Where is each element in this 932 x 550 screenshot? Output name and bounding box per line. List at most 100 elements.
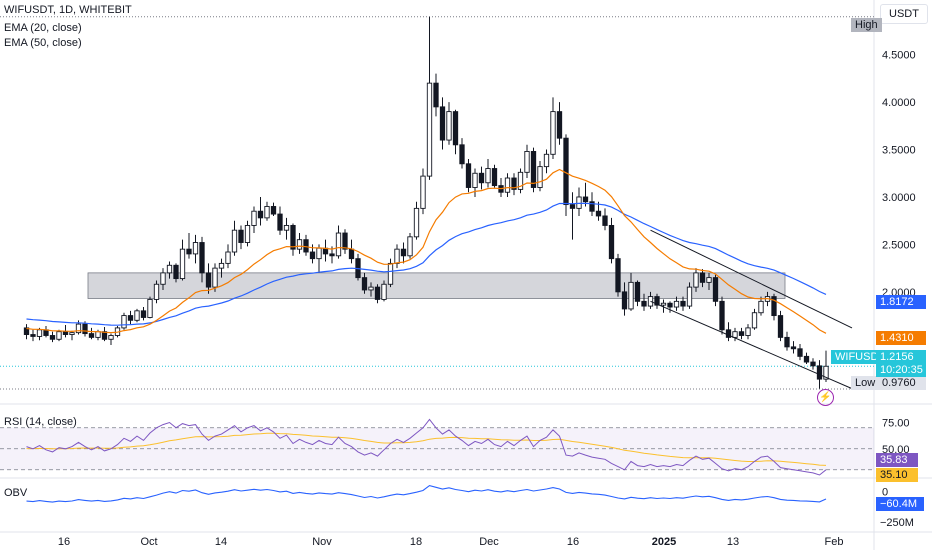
candle-body [693, 272, 699, 288]
candle-body [49, 335, 56, 340]
candle-body [264, 206, 270, 219]
candle-body [556, 111, 563, 139]
candle-body [569, 204, 576, 209]
candle-body [199, 242, 205, 274]
obv-legend[interactable]: OBV [4, 487, 28, 499]
candle-body [348, 248, 355, 260]
candle-body [738, 331, 745, 336]
candle-body [231, 229, 238, 253]
candle-body [784, 336, 790, 348]
obv-value-badge: −60.4M [876, 497, 924, 511]
alert-icon[interactable]: ⚡ [817, 389, 834, 406]
candle-body [790, 346, 797, 350]
candle-body [186, 248, 192, 255]
candle-body [491, 168, 498, 187]
candle-body [511, 177, 517, 190]
time-tick-label: 18 [410, 536, 422, 548]
candle-body [537, 166, 543, 188]
candle-body [23, 327, 30, 335]
candle-body [641, 300, 647, 307]
candle-body [595, 210, 602, 217]
candle-body [654, 296, 660, 306]
candle-body [75, 323, 82, 334]
symbol-legend[interactable]: WIFUSDT, 1D, WHITEBIT [4, 4, 132, 16]
ema20-value-badge: 1.4310 [876, 331, 926, 345]
ema50-path [26, 202, 827, 326]
low-badge: Low [851, 376, 880, 390]
candle-body [381, 283, 387, 300]
candle-body [316, 247, 322, 260]
candle-body [680, 300, 686, 307]
candle-body [543, 153, 550, 168]
candle-body [62, 331, 69, 335]
candle-body [751, 312, 758, 329]
candle-body [426, 82, 433, 177]
candle-body [589, 201, 595, 212]
candle-body [394, 248, 400, 264]
candle-body [173, 264, 179, 280]
ema20-line [26, 168, 827, 334]
candle-body [478, 172, 485, 184]
candle-body [745, 327, 751, 336]
candle-body [225, 251, 231, 264]
candle-body [140, 310, 147, 318]
candle-body [283, 224, 290, 231]
candle-body [413, 207, 420, 238]
candle-body [550, 111, 556, 155]
candle-body [218, 262, 225, 269]
candle-body [296, 239, 303, 250]
ema20-legend[interactable]: EMA (20, close) [4, 22, 82, 34]
rsi-legend[interactable]: RSI (14, close) [4, 416, 77, 428]
candle-body [602, 215, 608, 226]
candle-body [257, 210, 264, 219]
rsi-pane: 75.00 50.00 [0, 418, 910, 476]
candle-body [88, 333, 95, 338]
candle-body [166, 264, 173, 274]
candle-body [673, 300, 680, 308]
candle-body [147, 298, 153, 318]
obv-pane: 0 −250M [26, 485, 914, 529]
candle-body [608, 224, 615, 260]
price-tick-label: 3.5000 [882, 145, 916, 157]
countdown-badge: 10:20:35 [876, 363, 926, 377]
candle-body [192, 242, 199, 255]
candle-body [452, 111, 459, 146]
candle-body [797, 348, 803, 357]
ema50-legend[interactable]: EMA (50, close) [4, 37, 82, 49]
candle-body [660, 302, 667, 306]
time-tick-label: Dec [479, 536, 499, 548]
price-tick-label: 4.0000 [882, 97, 916, 109]
candle-body [127, 315, 134, 321]
candle-body [36, 329, 43, 337]
candle-body [400, 248, 407, 257]
candle-body [446, 111, 452, 141]
price-tick-label: 4.5000 [882, 50, 916, 62]
candle-body [335, 232, 342, 257]
candle-body [686, 286, 693, 307]
candle-body [153, 283, 160, 300]
time-tick-label: 2025 [652, 536, 676, 548]
time-tick-label: Nov [312, 536, 332, 548]
candle-body [621, 291, 628, 310]
currency-unit-button[interactable]: USDT [880, 4, 928, 24]
trend-channel[interactable] [650, 229, 853, 390]
candle-body [615, 258, 621, 293]
price-tick-label: 3.0000 [882, 192, 916, 204]
candle-body [290, 224, 296, 250]
candle-body [30, 334, 36, 337]
rsi-tick-label: 50.00 [882, 444, 910, 456]
time-tick-label: 13 [727, 536, 739, 548]
support-zone [87, 272, 786, 299]
candle-body [374, 286, 381, 300]
candle-body [205, 272, 212, 288]
time-axis[interactable]: 16 Oct 14 Nov 18 Dec 16 2025 13 Feb [0, 531, 932, 548]
candle-body [582, 196, 589, 203]
candle-body [121, 315, 127, 329]
candle-body [667, 302, 673, 308]
low-value-badge: 0.9760 [878, 376, 926, 390]
candle-body [485, 168, 491, 184]
channel-line [650, 229, 853, 329]
candle-body [439, 106, 446, 141]
candle-body [725, 329, 732, 338]
